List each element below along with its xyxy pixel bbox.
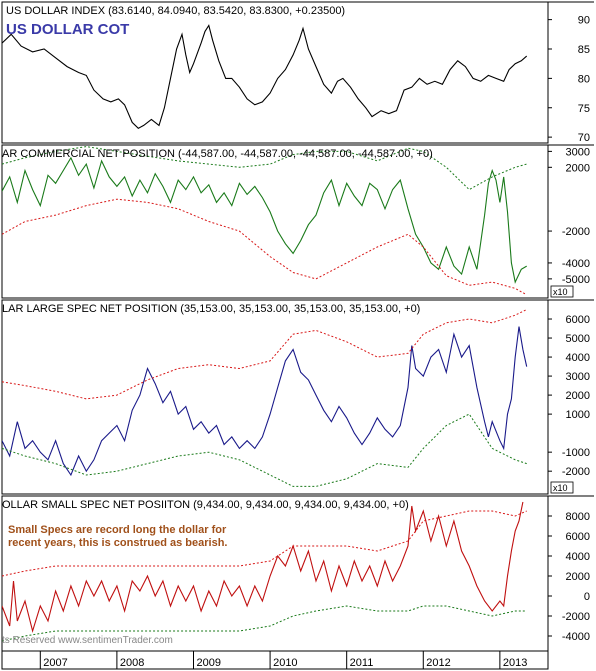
x-tick-label-0: 2007 <box>43 657 67 669</box>
y-tick-label-0-3: 75 <box>578 103 590 115</box>
y-tick-label-1-1: 2000 <box>566 162 590 174</box>
panel-title-2: LAR LARGE SPEC NET POSITION (35,153.00, … <box>2 303 420 315</box>
y-tick-label-3-4: 0 <box>584 591 590 603</box>
scale-note-box-1 <box>550 285 574 298</box>
y-tick-label-1-3: -4000 <box>562 258 590 270</box>
scale-note-2: x10 <box>553 483 568 493</box>
x-tick-label-4: 2011 <box>350 657 374 669</box>
x-tick-label-1: 2008 <box>120 657 144 669</box>
series-line-1-0 <box>2 156 527 284</box>
panel-plot-1 <box>2 146 527 296</box>
y-tick-label-2-6: -1000 <box>562 447 590 459</box>
panel-frame-0 <box>1 1 549 144</box>
y-tick-label-2-1: 5000 <box>566 333 590 345</box>
band-line-1-1 <box>2 198 527 296</box>
band-line-3-2 <box>2 605 527 642</box>
x-tick-label-5: 2012 <box>426 657 450 669</box>
y-tick-label-3-6: -4000 <box>562 631 590 643</box>
panel-frame-1 <box>1 144 549 299</box>
panel-frame-2 <box>1 299 549 495</box>
y-tick-label-2-0: 6000 <box>566 314 590 326</box>
y-tick-label-3-2: 4000 <box>566 551 590 563</box>
y-tick-label-0-2: 80 <box>578 73 590 85</box>
panel-plot-0 <box>2 24 528 129</box>
band-line-2-1 <box>2 309 527 400</box>
panel-plot-3 <box>2 501 527 642</box>
watermark: ts Reserved www.sentimenTrader.com <box>2 635 173 646</box>
y-tick-label-3-1: 6000 <box>566 531 590 543</box>
series-line-0-0 <box>2 24 528 129</box>
y-tick-label-0-0: 90 <box>578 15 590 27</box>
series-line-3-0 <box>2 501 524 634</box>
y-tick-label-2-3: 3000 <box>566 371 590 383</box>
panel-title-0: US DOLLAR INDEX (83.6140, 84.0940, 83.54… <box>6 5 345 17</box>
y-tick-label-2-4: 2000 <box>566 390 590 402</box>
band-line-3-1 <box>2 510 527 577</box>
y-tick-label-3-0: 8000 <box>566 511 590 523</box>
annotation-line-2: recent years, this is construed as beari… <box>8 537 227 549</box>
y-tick-label-1-4: -5000 <box>562 274 590 286</box>
scale-note-box-2 <box>550 481 574 494</box>
y-tick-label-1-2: -2000 <box>562 226 590 238</box>
panel-title-3: OLLAR SMALL SPEC NET POSIITON (9,434.00,… <box>2 499 409 511</box>
panel-title-1: AR COMMERCIAL NET POSITION (-44,587.00, … <box>2 148 433 160</box>
y-tick-label-2-5: 1000 <box>566 409 590 421</box>
y-tick-label-2-2: 4000 <box>566 352 590 364</box>
y-tick-label-3-3: 2000 <box>566 571 590 583</box>
x-tick-label-3: 2010 <box>273 657 297 669</box>
series-line-2-0 <box>2 326 528 477</box>
y-tick-label-0-1: 85 <box>578 44 590 56</box>
x-tick-label-6: 2013 <box>503 657 527 669</box>
band-line-2-2 <box>2 413 527 487</box>
y-tick-label-2-7: -2000 <box>562 466 590 478</box>
y-tick-label-3-5: -2000 <box>562 611 590 623</box>
y-tick-label-0-4: 70 <box>578 132 590 144</box>
y-tick-label-1-0: 3000 <box>566 146 590 158</box>
scale-note-1: x10 <box>553 287 568 297</box>
panel-plot-2 <box>2 309 528 487</box>
annotation-line-1: Small Specs are record long the dollar f… <box>8 524 227 536</box>
x-axis-frame <box>1 650 549 670</box>
band-line-1-2 <box>2 146 527 191</box>
chart-title-bold: US DOLLAR COT <box>6 21 129 38</box>
x-tick-label-2: 2009 <box>196 657 220 669</box>
